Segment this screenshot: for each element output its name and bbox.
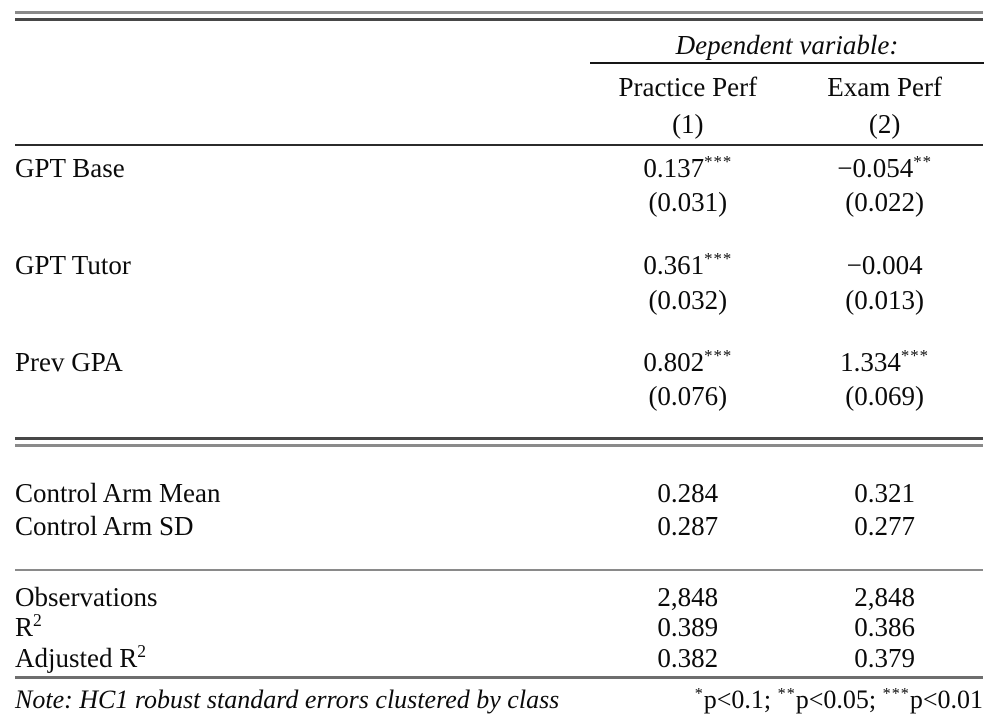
- coef-label: GPT Base: [15, 153, 125, 183]
- stat-label-text: R: [15, 612, 34, 642]
- se-row-gpt-base: (0.031) (0.022): [15, 187, 983, 217]
- se-row-gpt-tutor: (0.032) (0.013): [15, 285, 983, 315]
- summary-row-control-arm-sd: Control Arm SD 0.287 0.277: [15, 511, 983, 541]
- se-cell: (0.022): [845, 187, 924, 217]
- legend-text: p<0.05;: [795, 685, 883, 714]
- bottom-rule: [15, 676, 983, 679]
- dependent-variable-underline: [590, 62, 984, 64]
- coef-value: 0.361: [643, 250, 705, 280]
- significance-stars: ***: [704, 152, 733, 171]
- column-number-row: (1) (2): [15, 109, 983, 139]
- stat-row-r-squared: R2 0.389 0.386: [15, 610, 983, 642]
- summary-row-control-arm-mean: Control Arm Mean 0.284 0.321: [15, 478, 983, 508]
- stat-label: Observations: [15, 582, 589, 612]
- empty-header-cell: [15, 72, 589, 102]
- note-text: Note: HC1 robust standard errors cluster…: [15, 685, 560, 714]
- coef-cell: 0.802***: [589, 347, 786, 377]
- coef-cell: 0.361***: [589, 250, 786, 280]
- empty-cell: [15, 285, 589, 315]
- empty-cell: [15, 381, 589, 411]
- stat-value: 0.389: [657, 612, 719, 642]
- summary-label: Control Arm SD: [15, 511, 194, 541]
- column-number-2: (2): [868, 109, 901, 139]
- legend-stars: *: [694, 685, 704, 703]
- stat-value: 0.379: [854, 643, 915, 673]
- header-rule: [15, 144, 983, 147]
- significance-stars: ***: [704, 346, 733, 365]
- legend-stars: ***: [882, 685, 910, 703]
- legend-text: p<0.1;: [703, 685, 778, 714]
- legend-stars: **: [777, 685, 796, 703]
- empty-cell: [15, 187, 589, 217]
- stat-value: 0.386: [854, 612, 915, 642]
- stat-label: R2: [15, 610, 589, 642]
- stat-label-text: Observations: [15, 582, 158, 612]
- coef-value: 0.137: [643, 153, 705, 183]
- coef-value: −0.004: [846, 250, 923, 280]
- summary-value: 0.287: [657, 511, 719, 541]
- se-cell: (0.069): [845, 381, 924, 411]
- summary-value: 0.321: [854, 478, 915, 508]
- empty-header-cell: [15, 109, 589, 139]
- stats-rule: [15, 569, 983, 572]
- coef-row-gpt-tutor: GPT Tutor 0.361*** −0.004: [15, 250, 983, 280]
- stat-label: Adjusted R2: [15, 641, 589, 673]
- coef-value: 1.334: [840, 347, 901, 377]
- column-header-practice-perf: Practice Perf: [618, 72, 758, 102]
- coef-cell: 0.137***: [589, 153, 786, 183]
- summary-value: 0.284: [657, 478, 719, 508]
- stat-value: 2,848: [854, 582, 915, 612]
- se-cell: (0.032): [648, 285, 728, 315]
- coef-value: −0.054: [837, 153, 914, 183]
- coef-row-prev-gpa: Prev GPA 0.802*** 1.334***: [15, 347, 983, 377]
- summary-label: Control Arm Mean: [15, 478, 221, 508]
- se-row-prev-gpa: (0.076) (0.069): [15, 381, 983, 411]
- dependent-variable-heading: Dependent variable:: [675, 30, 899, 60]
- se-cell: (0.013): [845, 285, 924, 315]
- stat-row-observations: Observations 2,848 2,848: [15, 582, 983, 612]
- top-rule-lower: [15, 18, 983, 21]
- coef-cell: −0.054**: [786, 153, 983, 183]
- se-cell: (0.031): [648, 187, 728, 217]
- significance-legend: *p<0.1; **p<0.05; ***p<0.01: [695, 685, 983, 715]
- top-rule-upper: [15, 11, 983, 14]
- column-header-exam-perf: Exam Perf: [827, 72, 942, 102]
- stat-label-superscript: 2: [33, 610, 42, 630]
- coef-label: GPT Tutor: [15, 250, 131, 280]
- footer-row: Note: HC1 robust standard errors cluster…: [15, 685, 983, 715]
- stat-label-superscript: 2: [137, 641, 147, 661]
- coef-value: 0.802: [643, 347, 705, 377]
- significance-stars: **: [913, 152, 932, 171]
- coef-cell: 1.334***: [786, 347, 983, 377]
- stat-row-adjusted-r-squared: Adjusted R2 0.382 0.379: [15, 641, 983, 673]
- mid-rule-lower: [15, 444, 983, 447]
- stat-value: 0.382: [657, 643, 719, 673]
- legend-text: p<0.01: [909, 685, 983, 714]
- coef-label: Prev GPA: [15, 347, 123, 377]
- stat-label-text: Adjusted R: [15, 643, 138, 673]
- coef-cell: −0.004: [786, 250, 983, 280]
- column-header-row: Practice Perf Exam Perf: [15, 72, 983, 102]
- significance-stars: ***: [704, 249, 733, 268]
- significance-stars: ***: [900, 346, 930, 365]
- se-cell: (0.076): [648, 381, 728, 411]
- mid-rule-upper: [15, 437, 983, 440]
- summary-value: 0.277: [854, 511, 915, 541]
- coef-row-gpt-base: GPT Base 0.137*** −0.054**: [15, 153, 983, 183]
- stat-value: 2,848: [657, 582, 719, 612]
- column-number-1: (1): [672, 109, 704, 139]
